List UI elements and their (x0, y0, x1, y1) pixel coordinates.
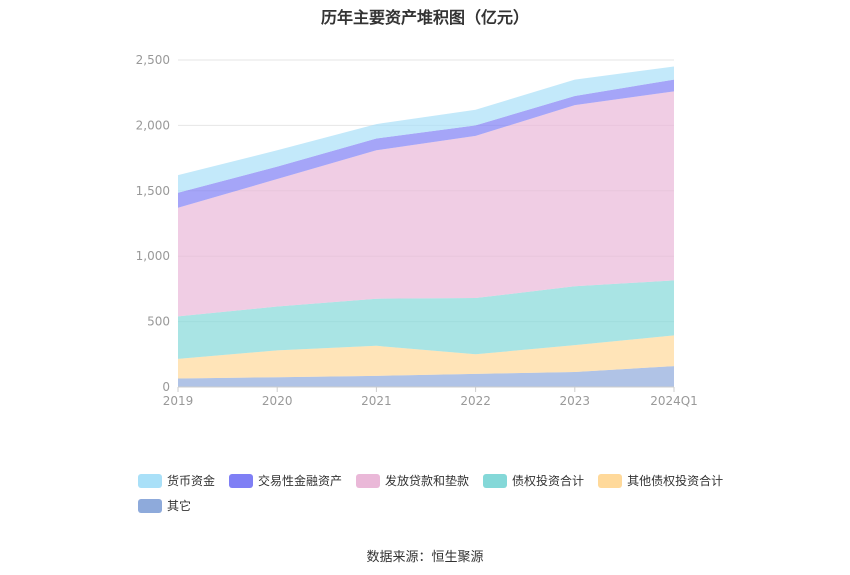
x-tick-label: 2023 (560, 394, 591, 408)
legend-item[interactable]: 货币资金 (138, 472, 215, 489)
legend: 货币资金 交易性金融资产 发放贷款和垫款 债权投资合计 其他债权投资合计其它 (138, 472, 738, 522)
data-source: 数据来源：恒生聚源 (366, 550, 484, 565)
x-tick-label: 2020 (262, 394, 293, 408)
y-tick-label: 1,500 (136, 184, 170, 198)
legend-swatch (483, 473, 508, 488)
area-series-3 (178, 91, 674, 317)
area-series-4 (178, 79, 674, 208)
legend-item[interactable]: 发放贷款和垫款 (356, 472, 469, 489)
legend-item[interactable]: 交易性金融资产 (229, 472, 342, 489)
legend-swatch (138, 498, 162, 513)
area-series-5 (178, 66, 674, 193)
legend-label: 交易性金融资产 (258, 474, 343, 488)
area-series-0 (178, 366, 674, 387)
chart-title: 历年主要资产堆积图（亿元） (320, 8, 529, 27)
y-tick-label: 1,000 (136, 249, 170, 263)
x-tick-label: 2019 (163, 394, 194, 408)
legend-item[interactable]: 债权投资合计 (483, 472, 584, 489)
legend-label: 货币资金 (167, 474, 216, 488)
legend-item[interactable]: 其它 (138, 497, 191, 514)
x-tick-label: 2022 (460, 394, 491, 408)
x-tick-label: 2021 (361, 394, 392, 408)
legend-swatch (356, 473, 381, 488)
y-tick-label: 2,500 (136, 53, 170, 67)
area-series (178, 66, 674, 387)
y-tick-label: 500 (147, 315, 170, 329)
legend-swatch (598, 473, 623, 488)
y-tick-label: 0 (162, 380, 170, 394)
legend-item[interactable]: 其他债权投资合计 (598, 472, 723, 489)
area-series-1 (178, 335, 674, 379)
legend-label: 其他债权投资合计 (627, 474, 724, 488)
legend-label: 其它 (167, 499, 192, 513)
x-tick-label: 2024Q1 (650, 394, 698, 408)
legend-label: 发放贷款和垫款 (385, 474, 470, 488)
legend-swatch (229, 473, 254, 488)
legend-swatch (138, 473, 162, 488)
y-tick-label: 2,000 (136, 118, 170, 132)
legend-label: 债权投资合计 (512, 474, 585, 488)
axes: 0 500 1,000 1,500 2,000 2,500 2019 2020 2021 2022… (136, 53, 698, 408)
area-series-2 (178, 280, 674, 359)
stacked-area-chart: 0 500 1,000 1,500 2,000 2,500 2019 2020 2021 2022… (136, 53, 698, 408)
